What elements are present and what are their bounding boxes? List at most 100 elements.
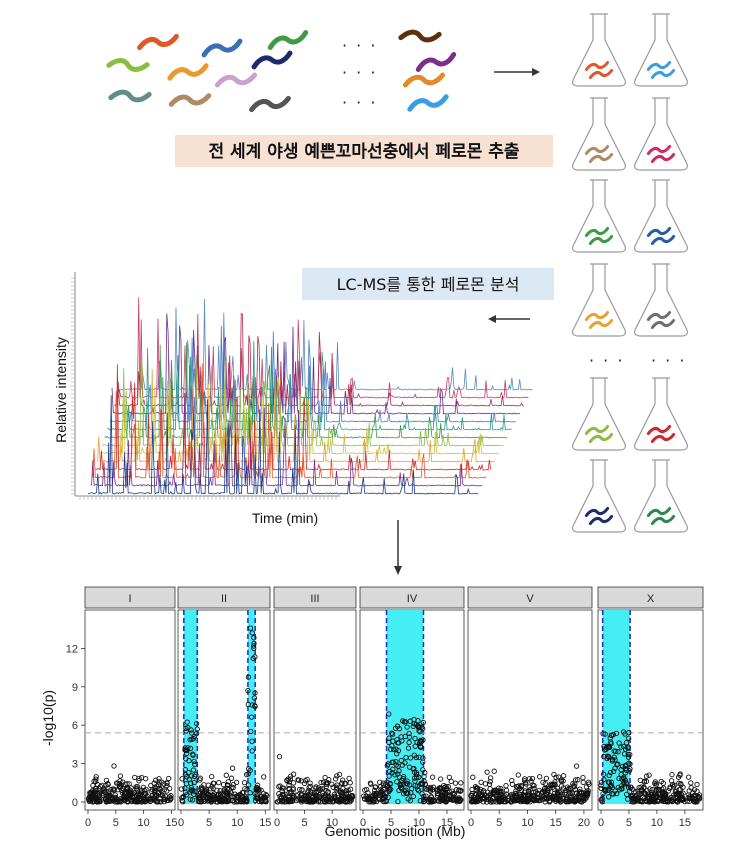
- panel-strip-label: X: [647, 593, 655, 605]
- gwas-x-tick-label: 20: [578, 817, 590, 829]
- snp-point: [189, 730, 195, 736]
- snp-point: [250, 643, 257, 649]
- snp-point: [643, 778, 650, 785]
- worm-icon: [409, 96, 448, 109]
- snp-point: [156, 779, 162, 785]
- snp-point: [484, 799, 490, 805]
- snp-point: [509, 781, 516, 787]
- snp-point: [618, 744, 624, 750]
- snp-point: [410, 793, 416, 800]
- snp-point: [386, 711, 392, 717]
- snp-point: [421, 778, 427, 784]
- snp-point: [537, 774, 543, 780]
- snp-point: [392, 725, 399, 731]
- snp-point: [455, 797, 461, 803]
- snp-point: [193, 730, 200, 737]
- worm-icon: [405, 75, 444, 86]
- flask-worm-icon: [646, 144, 672, 156]
- snp-point: [551, 771, 557, 778]
- flask-icon: [572, 97, 626, 171]
- snp-point: [608, 779, 615, 785]
- snp-point: [249, 748, 255, 754]
- snp-point: [421, 796, 427, 803]
- snp-point: [121, 798, 128, 804]
- snp-point: [245, 782, 252, 788]
- snp-point: [478, 789, 484, 795]
- gwas-x-tick-label: 0: [178, 817, 184, 829]
- snp-point: [96, 785, 102, 791]
- snp-point: [531, 798, 537, 804]
- snp-point: [668, 794, 674, 801]
- snp-point: [179, 776, 185, 782]
- snp-point: [404, 778, 410, 784]
- snp-point: [616, 775, 622, 782]
- snp-point: [92, 792, 98, 798]
- flask-worm-icon: [646, 506, 672, 518]
- snp-point: [415, 718, 421, 724]
- snp-point: [286, 799, 292, 805]
- snp-point: [227, 788, 234, 795]
- snp-point: [416, 728, 422, 734]
- snp-point: [117, 773, 124, 779]
- snp-point: [614, 762, 620, 768]
- snp-point: [611, 748, 617, 754]
- snp-point: [372, 784, 379, 790]
- snp-point: [256, 798, 262, 804]
- snp-point: [622, 770, 628, 776]
- snp-point: [414, 774, 420, 780]
- snp-point: [643, 773, 650, 779]
- gwas-x-tick-label: 15: [259, 817, 271, 829]
- worm-icon: [171, 95, 209, 105]
- snp-point: [326, 776, 332, 783]
- snp-point: [632, 789, 638, 795]
- flask-worm-icon: [588, 514, 614, 526]
- snp-point: [256, 787, 262, 793]
- snp-point: [372, 792, 378, 799]
- snp-point: [392, 772, 398, 778]
- flask-icon: [572, 179, 626, 253]
- snp-points: [361, 711, 464, 805]
- snp-point: [435, 798, 442, 804]
- snp-point: [676, 791, 682, 797]
- flask-worm-icon: [646, 226, 672, 238]
- snp-point: [545, 788, 551, 794]
- snp-point: [560, 773, 567, 779]
- flask-worm-icon: [588, 152, 614, 164]
- snp-point: [102, 795, 108, 802]
- snp-point: [249, 738, 255, 744]
- snp-point: [377, 779, 383, 785]
- worm-icon: [109, 59, 148, 71]
- snp-point: [319, 786, 326, 792]
- snp-point: [365, 790, 371, 796]
- snp-point: [136, 778, 142, 784]
- snp-point: [523, 781, 529, 787]
- snp-point: [602, 731, 608, 737]
- snp-point: [112, 792, 118, 798]
- snp-point: [615, 761, 621, 767]
- gwas-x-tick-label: 10: [326, 817, 338, 829]
- snp-point: [313, 784, 319, 790]
- worm-icon: [417, 54, 456, 70]
- snp-point: [468, 793, 474, 799]
- snp-point: [333, 776, 339, 782]
- snp-point: [601, 776, 607, 783]
- snp-point: [243, 795, 250, 802]
- snp-point: [520, 792, 526, 798]
- snp-point: [577, 793, 583, 799]
- snp-point: [529, 775, 536, 782]
- snp-point: [110, 786, 116, 792]
- snp-point: [330, 784, 336, 790]
- snp-point: [210, 780, 216, 786]
- snp-point: [240, 789, 247, 796]
- snp-point: [604, 743, 610, 749]
- snp-point: [649, 787, 655, 793]
- snp-point: [572, 798, 578, 804]
- chromatogram-trace: [109, 325, 516, 423]
- snp-point: [573, 763, 580, 769]
- chromatogram-trace: [116, 297, 529, 399]
- snp-point: [491, 788, 497, 794]
- snp-point: [440, 789, 446, 796]
- snp-point: [134, 798, 141, 804]
- worm-icon: [111, 91, 149, 101]
- panel-strip: [273, 586, 357, 609]
